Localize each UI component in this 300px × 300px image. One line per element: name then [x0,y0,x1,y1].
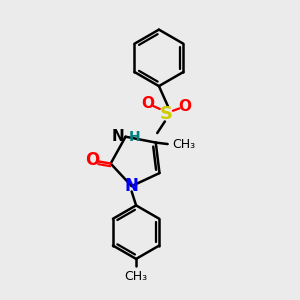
Text: N: N [125,177,139,195]
Text: CH₃: CH₃ [124,270,148,283]
Text: O: O [141,95,154,110]
Text: O: O [178,99,191,114]
Text: N: N [111,129,124,144]
Text: O: O [85,151,99,169]
Text: CH₃: CH₃ [172,138,195,151]
Text: S: S [160,105,173,123]
Text: H: H [129,130,141,144]
